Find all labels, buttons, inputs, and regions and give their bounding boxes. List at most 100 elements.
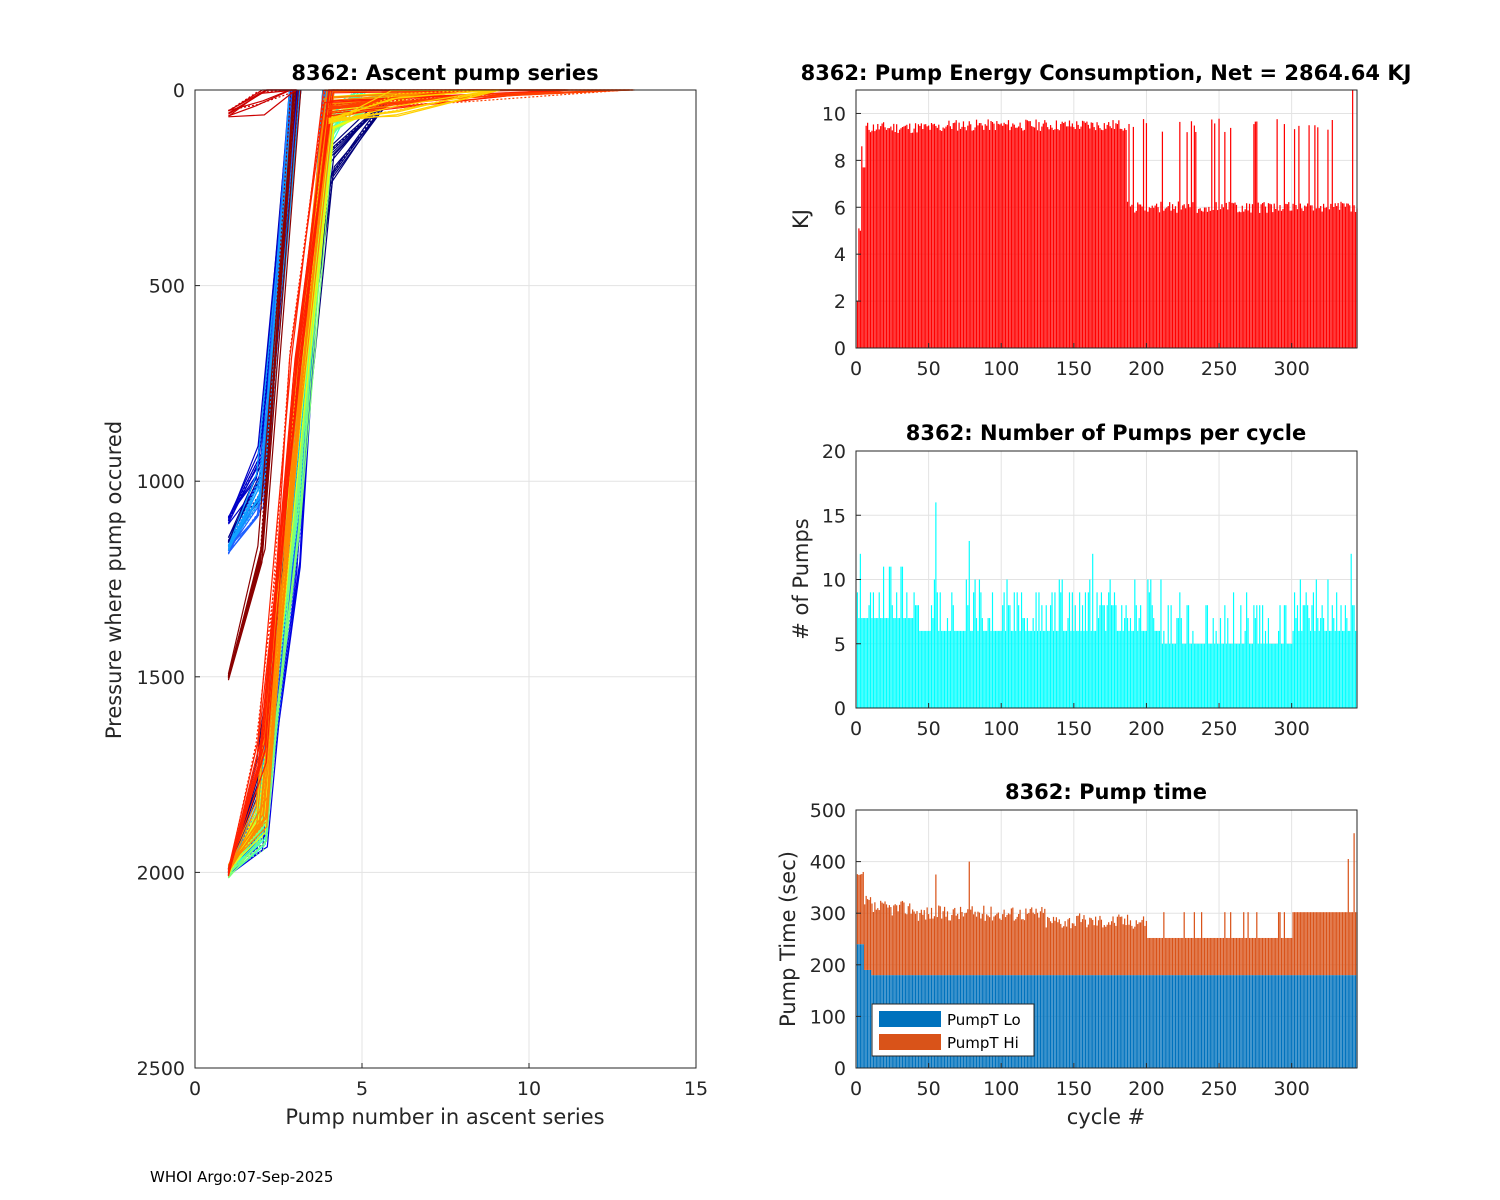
- energy-bar: [1058, 130, 1060, 348]
- pumptime-bar-hi: [1131, 925, 1133, 976]
- pumptime-bar-hi: [1177, 937, 1179, 976]
- pumptime-bar-lo: [1244, 975, 1246, 1068]
- pumptime-bar-hi: [1286, 937, 1288, 976]
- ascent-pump-chart: 8362: Ascent pump series 0 5 10 15 0 500 1000 1…: [102, 61, 708, 1129]
- pumptime-bar-lo: [1263, 975, 1265, 1068]
- pumptime-bar-hi: [983, 905, 985, 976]
- pumps-bar: [1020, 592, 1023, 708]
- pumptime-bar-hi: [1000, 919, 1002, 976]
- pumps-bar: [1270, 643, 1272, 708]
- pumptime-bar-hi: [1283, 912, 1285, 976]
- pumptime-bar-hi: [1023, 920, 1026, 976]
- energy-bar: [1330, 203, 1332, 348]
- pumps-bar: [925, 630, 927, 708]
- pumps-bar: [1275, 643, 1277, 708]
- pumptime-bar-hi: [1155, 937, 1158, 976]
- pumptime-bar-lo: [1125, 975, 1127, 1068]
- pumps-bar: [1042, 630, 1044, 708]
- pumps-bar: [984, 630, 986, 708]
- ascent-y-tick-label: 1500: [137, 667, 185, 689]
- pumptime-bar-hi: [1103, 925, 1105, 976]
- energy-bar: [871, 130, 873, 348]
- pumps-x-tick-label: 100: [983, 718, 1019, 740]
- pumps-bar: [1333, 618, 1335, 708]
- pumptime-bar-hi: [1257, 937, 1259, 976]
- pumps-bar: [928, 630, 930, 708]
- energy-bar: [1002, 125, 1004, 348]
- pumptime-bar-lo: [1148, 975, 1150, 1068]
- pumptime-bar-hi: [1293, 912, 1296, 976]
- energy-bar: [1302, 210, 1304, 348]
- pumps-bar: [954, 630, 956, 708]
- pumps-bar: [948, 630, 950, 708]
- pumptime-bar-hi: [1230, 912, 1232, 976]
- pumptime-bar-hi: [1208, 937, 1210, 976]
- pumps-bar: [1039, 630, 1042, 708]
- pumps-bar: [891, 605, 893, 708]
- pumptime-bar-hi: [1119, 916, 1121, 976]
- pumptime-bar-lo: [1158, 975, 1161, 1068]
- pumps-bar: [1182, 643, 1184, 708]
- pumptime-bar-lo: [1119, 975, 1121, 1068]
- energy-bar: [1193, 125, 1195, 348]
- pumptime-bar-lo: [1087, 975, 1089, 1068]
- energy-bar: [1103, 123, 1105, 348]
- pumps-bar: [914, 605, 917, 708]
- pumptime-bar-hi: [1057, 922, 1059, 976]
- pumptime-bar-hi: [877, 908, 879, 976]
- energy-bar: [1147, 211, 1149, 348]
- pumptime-bar-lo: [1105, 975, 1107, 1068]
- pumptime-bar-lo: [1275, 975, 1277, 1068]
- pumptime-bar-lo: [1232, 975, 1235, 1068]
- pumps-bar: [1161, 643, 1163, 708]
- pumps-bar: [1324, 630, 1326, 708]
- pumptime-bar-hi: [1228, 937, 1230, 976]
- energy-bar: [1019, 122, 1021, 348]
- pumptime-bar-hi: [994, 915, 997, 976]
- pumptime-bar-hi: [1099, 915, 1101, 976]
- pumptime-bar-hi: [968, 861, 970, 976]
- pumptime-bar-lo: [868, 969, 870, 1068]
- pumptime-bar-lo: [1170, 975, 1172, 1068]
- energy-bar: [968, 121, 970, 348]
- pumptime-bar-hi: [1035, 908, 1037, 976]
- energy-bar: [875, 129, 877, 348]
- pumptime-bar-lo: [1211, 975, 1213, 1068]
- ascent-series-line-mid-red: [227, 89, 299, 681]
- pumps-bar: [1023, 618, 1026, 708]
- energy-bar: [1199, 208, 1201, 348]
- energy-bar: [997, 123, 999, 348]
- ascent-series-line-deep-b1: [227, 89, 328, 871]
- pumptime-bar-hi: [1288, 937, 1290, 976]
- pumptime-bar-hi: [1238, 937, 1240, 976]
- pumptime-bar-hi: [1041, 906, 1043, 976]
- pumptime-bar-lo: [1103, 975, 1105, 1068]
- pumps-bar: [1179, 592, 1181, 708]
- pumptime-bar-lo: [1334, 975, 1336, 1068]
- energy-bar: [1138, 204, 1140, 348]
- pumps-bar: [1016, 592, 1018, 708]
- energy-bar: [907, 129, 909, 348]
- pumptime-bar-hi: [1307, 912, 1309, 976]
- pumptime-bar-lo: [1163, 975, 1165, 1068]
- pumptime-bar-lo: [1071, 975, 1073, 1068]
- pumptime-bar-lo: [1157, 975, 1159, 1068]
- pumps-bar: [1321, 605, 1323, 708]
- pumptime-bar-hi: [1067, 919, 1069, 976]
- energy-bar: [1262, 203, 1264, 348]
- pumptime-bar-hi: [1029, 908, 1031, 976]
- energy-bar: [1266, 212, 1268, 348]
- pumptime-legend: PumpT Lo PumpT Hi: [871, 1003, 1035, 1057]
- pumps-bar: [916, 605, 918, 708]
- pumps-bar: [1058, 579, 1060, 708]
- pumps-bars-group: [856, 502, 1358, 708]
- energy-bar: [1010, 126, 1012, 349]
- pumps-bar: [1171, 643, 1174, 708]
- pumptime-bar-hi: [1347, 859, 1349, 976]
- pumptime-bar-lo: [1108, 975, 1110, 1068]
- energy-bar: [1164, 208, 1166, 348]
- pumptime-bar-lo: [1173, 975, 1175, 1068]
- pumps-bar: [1095, 630, 1097, 708]
- pumptime-bar-lo: [1292, 975, 1294, 1068]
- pumps-bar: [1081, 605, 1084, 708]
